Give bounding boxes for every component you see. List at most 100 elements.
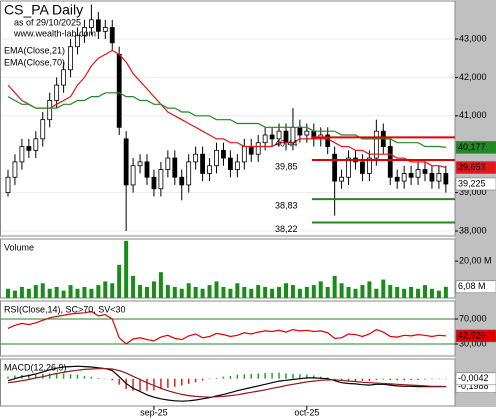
- y-tick-label: 30,000: [459, 338, 487, 348]
- volume-bar: [297, 288, 302, 298]
- candle-body: [75, 34, 80, 48]
- candle-body: [12, 161, 18, 178]
- candle-body: [332, 153, 338, 182]
- histogram-bar: [257, 373, 259, 379]
- candle-body: [165, 157, 171, 170]
- volume-bar: [242, 286, 247, 298]
- candle-body: [304, 130, 310, 136]
- histogram-bar: [97, 377, 100, 379]
- histogram-bar: [326, 377, 329, 379]
- histogram-bar: [396, 378, 398, 381]
- volume-bar: [165, 285, 170, 298]
- volume-bar: [145, 286, 149, 298]
- histogram-bar: [410, 378, 412, 380]
- histogram-bar: [250, 373, 252, 379]
- indicator-line: [7, 368, 446, 398]
- indicator-line: [7, 365, 446, 402]
- volume-bar: [6, 288, 10, 298]
- volume-bar: [110, 283, 115, 298]
- histogram-bar: [139, 378, 141, 391]
- volume-bar: [360, 285, 365, 298]
- candle-body: [40, 119, 46, 140]
- candle-body: [26, 146, 32, 151]
- candle-body: [408, 173, 414, 178]
- histogram-bar: [278, 372, 280, 379]
- last-value-label: 42,929: [458, 330, 486, 340]
- y-tick-label: 42,000: [459, 72, 487, 82]
- histogram-bar: [76, 374, 79, 379]
- histogram-bar: [194, 378, 197, 383]
- candle-body: [255, 142, 261, 155]
- volume-bar: [54, 286, 59, 298]
- histogram-bar: [389, 378, 391, 380]
- histogram-bar: [236, 374, 239, 379]
- histogram-bar: [69, 374, 72, 379]
- last-value-box: [455, 177, 496, 191]
- volume-bar: [82, 286, 87, 298]
- volume-bar: [256, 285, 261, 298]
- volume-bar: [304, 286, 309, 298]
- candle-body: [366, 157, 372, 174]
- volume-bar: [138, 285, 143, 298]
- candle-body: [61, 69, 66, 86]
- candle-body: [429, 173, 435, 182]
- candle-body: [89, 19, 94, 28]
- histogram-bar: [35, 374, 37, 379]
- x-tick-label: sep-25: [140, 407, 168, 417]
- volume-bar: [186, 283, 191, 298]
- candle-body: [221, 149, 226, 159]
- histogram-bar: [306, 374, 308, 379]
- histogram-bar: [104, 378, 107, 380]
- candle-body: [269, 134, 275, 140]
- histogram-bar: [222, 376, 225, 379]
- histogram-bar: [361, 378, 364, 382]
- volume-bar: [89, 288, 94, 298]
- pane-title: RSI(Close,14), SC>70, SV<30: [4, 304, 126, 314]
- volume-bar: [12, 290, 17, 298]
- volume-bar: [381, 279, 386, 298]
- volume-bar: [193, 286, 198, 298]
- last-value-box: [455, 372, 496, 386]
- y-tick-label: 38,000: [459, 225, 487, 235]
- histogram-bar: [243, 374, 246, 379]
- volume-bar: [346, 286, 351, 298]
- candle-body: [214, 149, 219, 167]
- histogram-bar: [118, 378, 120, 385]
- candle-body: [47, 100, 53, 121]
- candle-body: [109, 27, 115, 44]
- last-value-box: [455, 280, 496, 294]
- volume-bar: [68, 285, 73, 298]
- y-tick-label: 43,000: [459, 33, 487, 43]
- histogram-bar: [299, 374, 301, 379]
- histogram-bar: [48, 373, 51, 379]
- histogram-bar: [431, 378, 433, 380]
- chart-title: CS_PA Daily: [4, 2, 83, 18]
- candle-body: [123, 138, 129, 186]
- candle-body: [186, 161, 192, 186]
- volume-bar: [172, 286, 177, 298]
- candle-body: [54, 84, 60, 101]
- volume-bar: [26, 288, 31, 298]
- pane-frame: [0, 300, 456, 357]
- histogram-bar: [375, 378, 378, 380]
- histogram-bar: [417, 378, 419, 380]
- volume-bar: [311, 285, 316, 298]
- level-label: 40,44: [275, 139, 298, 149]
- last-value-label: -0,1988: [458, 381, 489, 391]
- indicator-line: [7, 92, 446, 148]
- pane-frame: [0, 358, 456, 407]
- volume-bar: [429, 288, 434, 298]
- histogram-bar: [111, 378, 113, 381]
- pane-frame: [0, 0, 456, 237]
- histogram-bar: [160, 378, 162, 390]
- y-tick-label: 41,000: [459, 110, 487, 120]
- last-value-box: [455, 161, 496, 174]
- histogram-bar: [14, 375, 16, 379]
- y-tick-label: 70,000: [459, 313, 487, 323]
- histogram-bar: [55, 373, 58, 379]
- histogram-bar: [292, 373, 294, 379]
- candle-body: [248, 146, 254, 155]
- candle-body: [116, 53, 122, 128]
- candle-body: [102, 27, 108, 32]
